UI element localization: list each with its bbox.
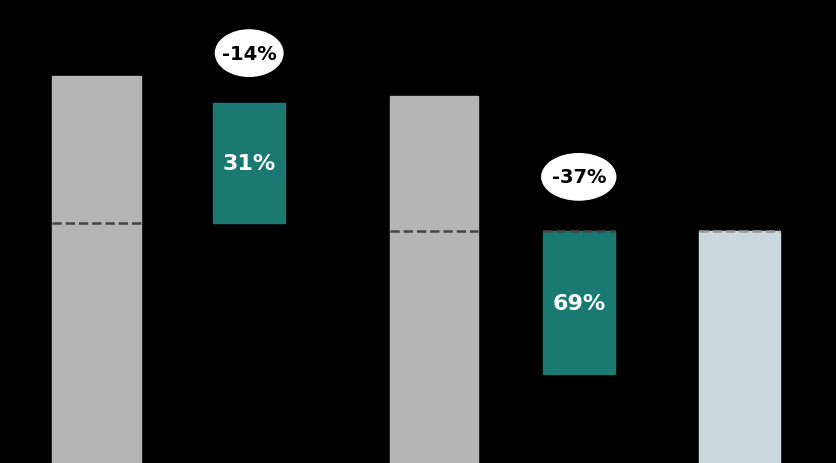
Bar [543, 232, 615, 374]
Bar [52, 77, 140, 463]
Text: 69%: 69% [552, 293, 605, 313]
Text: -14%: -14% [222, 44, 277, 63]
Bar [213, 104, 285, 224]
Ellipse shape [216, 31, 283, 77]
Bar [390, 96, 478, 463]
Ellipse shape [542, 154, 616, 200]
Text: -37%: -37% [552, 168, 606, 187]
Text: 31%: 31% [222, 154, 276, 174]
Bar [700, 232, 780, 463]
